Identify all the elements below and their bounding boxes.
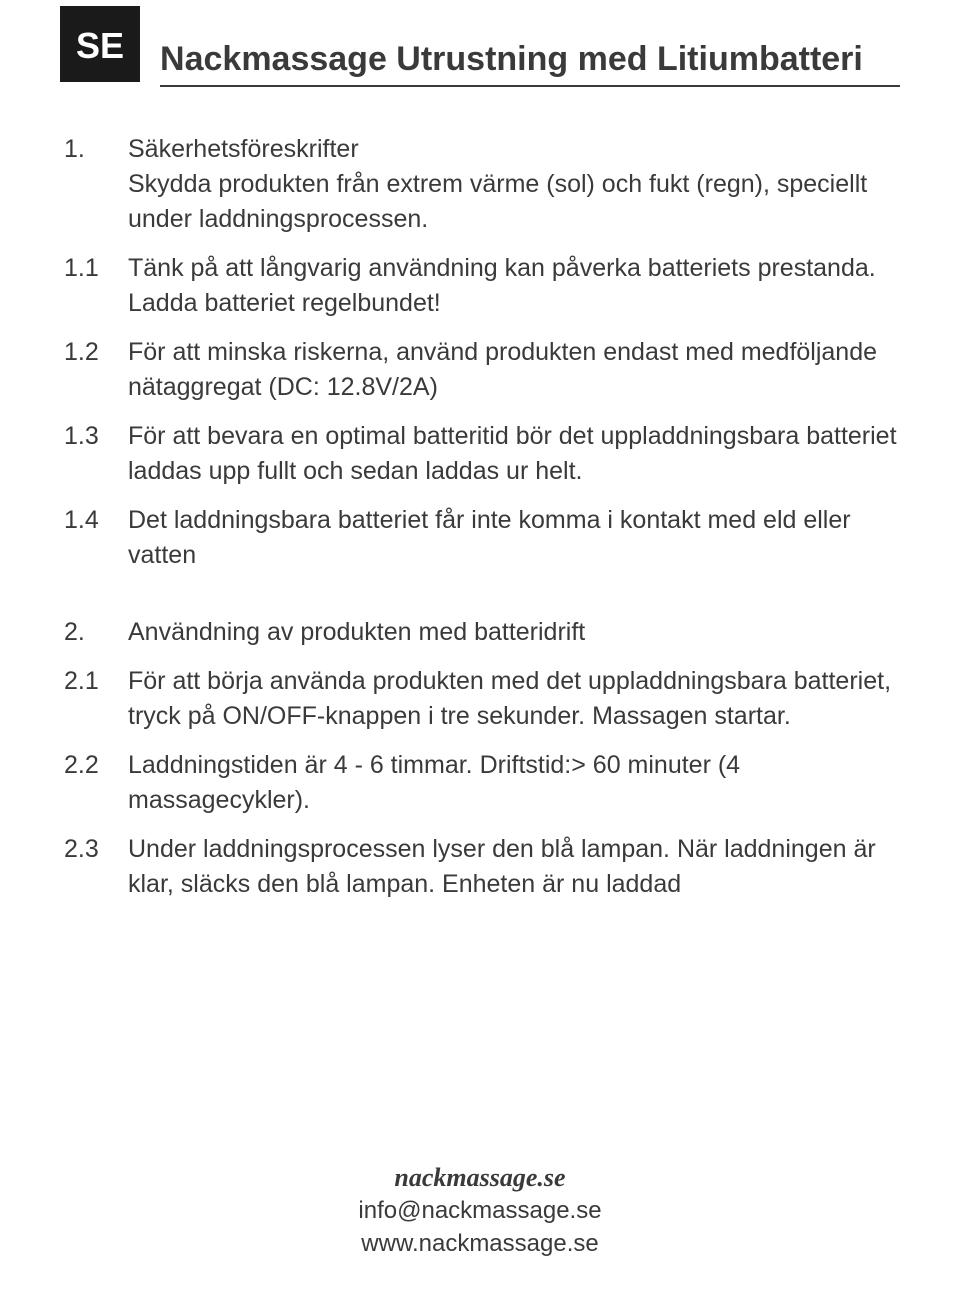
- list-item: 2.2Laddningstiden är 4 - 6 timmar. Drift…: [64, 748, 900, 818]
- list-item: 2.1För att börja använda produkten med d…: [64, 664, 900, 734]
- item-text: För att börja använda produkten med det …: [128, 664, 900, 734]
- list-item: 1.1Tänk på att långvarig användning kan …: [64, 251, 900, 321]
- list-item: 1.3För att bevara en optimal batteritid …: [64, 419, 900, 489]
- document-footer: nackmassage.se info@nackmassage.se www.n…: [0, 1160, 960, 1260]
- item-number: 1.4: [64, 503, 128, 573]
- item-number: 2.2: [64, 748, 128, 818]
- item-number: 2.: [64, 615, 128, 650]
- list-item: 1.4Det laddningsbara batteriet får inte …: [64, 503, 900, 573]
- footer-brand: nackmassage.se: [0, 1160, 960, 1195]
- item-number: 1.2: [64, 335, 128, 405]
- document-title: Nackmassage Utrustning med Litiumbatteri: [160, 40, 900, 87]
- document-content: 1.Säkerhetsföreskrifter Skydda produkten…: [60, 132, 900, 902]
- item-text: Användning av produkten med batteridrift: [128, 615, 900, 650]
- section-gap: [64, 587, 900, 615]
- list-item: 1.Säkerhetsföreskrifter Skydda produkten…: [64, 132, 900, 237]
- footer-website: www.nackmassage.se: [0, 1228, 960, 1260]
- section-2: 2.Användning av produkten med batteridri…: [64, 615, 900, 902]
- item-text: Laddningstiden är 4 - 6 timmar. Driftsti…: [128, 748, 900, 818]
- item-text: Det laddningsbara batteriet får inte kom…: [128, 503, 900, 573]
- footer-email: info@nackmassage.se: [0, 1195, 960, 1227]
- list-item: 1.2För att minska riskerna, använd produ…: [64, 335, 900, 405]
- section-1: 1.Säkerhetsföreskrifter Skydda produkten…: [64, 132, 900, 573]
- item-text: Under laddningsprocessen lyser den blå l…: [128, 832, 900, 902]
- item-text: För att minska riskerna, använd produkte…: [128, 335, 900, 405]
- document-header: SE Nackmassage Utrustning med Litiumbatt…: [60, 40, 900, 87]
- list-item: 2.3Under laddningsprocessen lyser den bl…: [64, 832, 900, 902]
- item-text: Säkerhetsföreskrifter Skydda produkten f…: [128, 132, 900, 237]
- list-item: 2.Användning av produkten med batteridri…: [64, 615, 900, 650]
- item-number: 1.3: [64, 419, 128, 489]
- item-number: 2.3: [64, 832, 128, 902]
- item-number: 1.: [64, 132, 128, 237]
- item-text: Tänk på att långvarig användning kan påv…: [128, 251, 900, 321]
- item-number: 1.1: [64, 251, 128, 321]
- language-badge: SE: [60, 6, 140, 82]
- item-number: 2.1: [64, 664, 128, 734]
- item-text: För att bevara en optimal batteritid bör…: [128, 419, 900, 489]
